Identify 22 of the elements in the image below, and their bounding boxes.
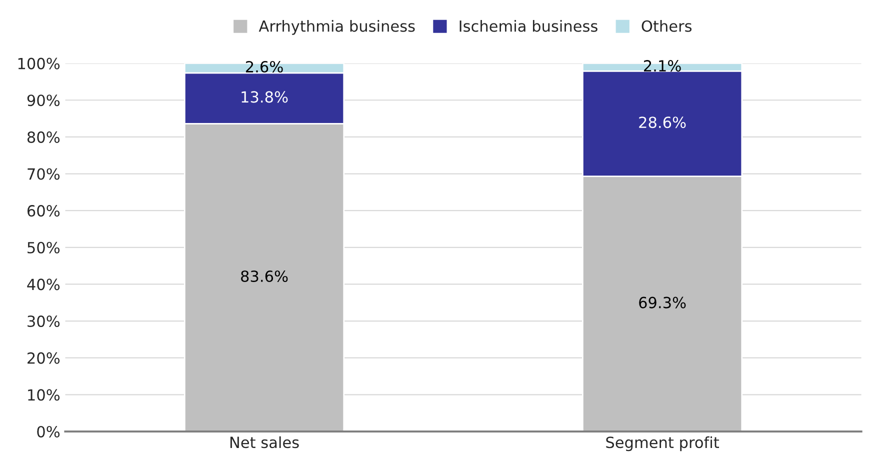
data-label: 2.6%	[246, 60, 283, 73]
y-tick-label: 100%	[18, 58, 60, 70]
y-tick-label: 30%	[28, 315, 60, 328]
data-label: 2.1%	[644, 60, 681, 72]
legend-label: Ischemia business	[460, 20, 598, 32]
legend-label: Others	[642, 20, 692, 32]
y-tick-label: 90%	[27, 94, 60, 106]
y-tick-label: 70%	[28, 168, 60, 180]
y-tick-label: 20%	[28, 352, 60, 364]
y-tick-label: 10%	[28, 389, 60, 401]
y-tick-label: 60%	[28, 205, 60, 217]
x-tick-label: Net sales	[230, 436, 299, 448]
legend-label: Arrhythmia business	[258, 20, 415, 35]
y-tick-label: 40%	[27, 278, 60, 290]
x-tick-label: Segment profit	[606, 436, 720, 452]
y-tick-label: 80%	[27, 131, 60, 143]
data-label: 28.6%	[639, 116, 686, 128]
data-label: 13.8%	[242, 91, 288, 103]
data-label: 69.3%	[639, 296, 686, 308]
y-tick-label: 50%	[28, 242, 60, 254]
y-tick-label: 0%	[37, 426, 60, 438]
data-label: 83.6%	[241, 270, 288, 282]
